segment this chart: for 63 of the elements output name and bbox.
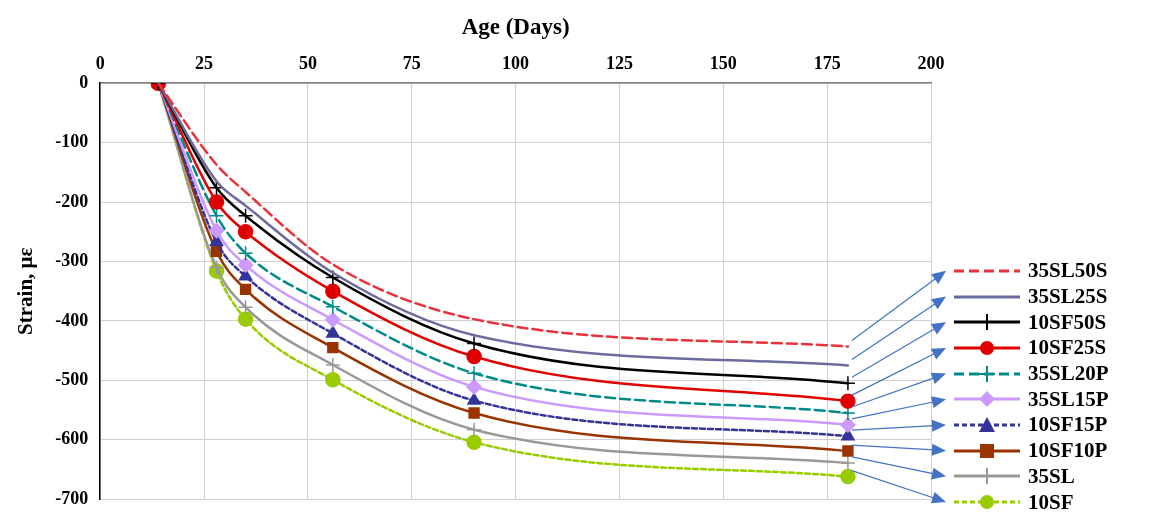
- point: [208, 207, 225, 224]
- point: [325, 269, 341, 286]
- legend-label: 35SL15P: [1028, 386, 1109, 412]
- point: [466, 434, 482, 450]
- point: [326, 325, 340, 338]
- x-tick-label: 125: [605, 53, 633, 74]
- y-tick-label: -200: [55, 190, 89, 211]
- x-tick-label: 200: [917, 53, 945, 74]
- legend-label: 10SF25S: [1028, 335, 1107, 361]
- point: [237, 207, 254, 224]
- point: [237, 224, 254, 240]
- point: [237, 311, 254, 327]
- point: [840, 468, 856, 485]
- point: [467, 392, 481, 405]
- y-axis-title: Strain, με: [13, 247, 38, 335]
- y-tick-label: -100: [55, 131, 89, 152]
- point: [208, 180, 225, 196]
- x-tick-label: 0: [95, 53, 105, 74]
- y-tick-label: 0: [79, 71, 89, 92]
- legend-label: 35SL: [1028, 463, 1075, 489]
- point: [208, 194, 225, 210]
- point: [237, 257, 254, 273]
- legend-label: 10SF15P: [1028, 412, 1108, 438]
- point: [325, 372, 341, 388]
- x-axis-title: Age (Days): [461, 13, 570, 39]
- y-tick-label: -300: [55, 250, 89, 271]
- legend-label: 35SL50S: [1028, 258, 1108, 284]
- point: [327, 341, 339, 354]
- x-tick-label: 75: [402, 53, 421, 74]
- legend-label: 35SL20P: [1028, 361, 1109, 387]
- point: [468, 407, 480, 419]
- legend-label: 35SL25S: [1028, 284, 1108, 310]
- point: [466, 379, 482, 395]
- point: [237, 299, 254, 315]
- y-tick-label: -600: [55, 428, 89, 449]
- point: [325, 283, 341, 299]
- x-tick-label: 150: [709, 53, 737, 74]
- y-tick-label: -500: [55, 369, 89, 389]
- point: [237, 245, 254, 261]
- point: [239, 283, 252, 296]
- x-tick-label: 50: [298, 53, 317, 74]
- point: [466, 335, 482, 352]
- point: [840, 393, 856, 409]
- point: [325, 357, 341, 373]
- point: [840, 375, 856, 392]
- legend-label: 10SF10P: [1028, 438, 1108, 464]
- point: [208, 222, 225, 239]
- x-tick-label: 25: [195, 53, 214, 74]
- point: [842, 445, 854, 457]
- legend-label: 10SF: [1028, 489, 1074, 515]
- point: [466, 348, 482, 365]
- y-tick-label: -700: [55, 487, 89, 508]
- x-tick-label: 100: [502, 53, 530, 74]
- point: [466, 421, 482, 438]
- point: [325, 311, 341, 328]
- y-tick-label: -400: [55, 309, 89, 330]
- point: [840, 417, 856, 433]
- point: [208, 259, 225, 276]
- legend-label: 10SF50S: [1028, 309, 1107, 335]
- point: [325, 298, 341, 315]
- point: [840, 455, 856, 471]
- point: [466, 365, 482, 381]
- x-tick-label: 175: [813, 53, 841, 74]
